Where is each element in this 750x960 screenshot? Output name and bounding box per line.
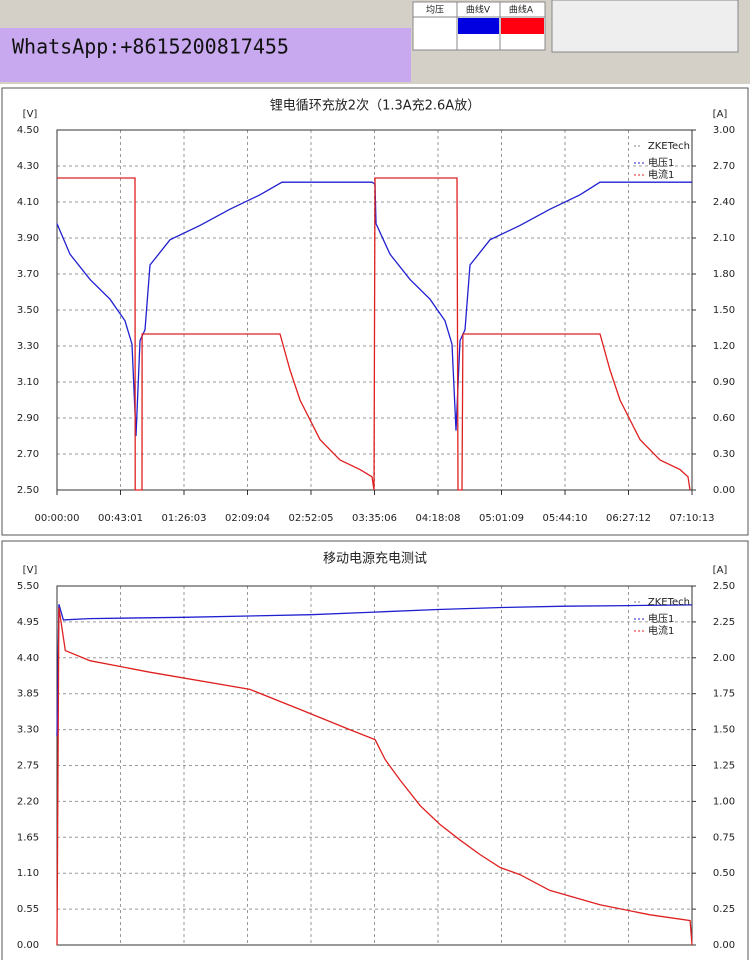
y2-tick-label: 1.50: [713, 305, 735, 316]
y2-axis-label: [A]: [713, 565, 728, 576]
y2-tick-label: 0.50: [713, 868, 735, 879]
y-tick-label: 4.95: [17, 617, 39, 628]
y2-tick-label: 0.25: [713, 904, 735, 915]
y-tick-label: 0.55: [17, 904, 39, 915]
y-tick-label: 4.40: [17, 653, 39, 664]
voltage-swatch: [458, 18, 499, 34]
y-tick-label: 3.10: [17, 377, 39, 388]
x-tick-label: 02:52:05: [289, 513, 334, 524]
y-tick-label: 3.50: [17, 305, 39, 316]
y2-tick-label: 2.50: [713, 581, 735, 592]
y-tick-label: 2.50: [17, 485, 39, 496]
y-tick-label: 4.30: [17, 161, 39, 172]
y-tick-label: 5.50: [17, 581, 39, 592]
y-tick-label: 4.50: [17, 125, 39, 136]
column-header: 均压: [426, 4, 444, 16]
y-tick-label: 3.90: [17, 233, 39, 244]
y-tick-label: 3.70: [17, 269, 39, 280]
x-tick-label: 05:01:09: [479, 513, 524, 524]
y2-tick-label: 3.00: [713, 125, 735, 136]
watermark-box: [0, 28, 411, 82]
y2-tick-label: 2.00: [713, 653, 735, 664]
legend-label: 电流1: [648, 624, 674, 637]
series-line: [56, 607, 693, 946]
y2-tick-label: 1.25: [713, 761, 735, 772]
x-tick-label: 05:44:10: [543, 513, 588, 524]
x-tick-label: 03:35:06: [352, 513, 397, 524]
y2-tick-label: 1.80: [713, 269, 735, 280]
chart-title: 移动电源充电测试: [323, 551, 427, 567]
y2-tick-label: 1.00: [713, 796, 735, 807]
y-axis-label: [V]: [23, 565, 38, 576]
watermark: WhatsApp:+8615200817455: [12, 35, 289, 59]
y-tick-label: 0.00: [17, 940, 39, 951]
x-tick-label: 01:26:03: [162, 513, 207, 524]
y2-tick-label: 1.75: [713, 689, 735, 700]
legend-label: 电压1: [648, 612, 674, 625]
y2-tick-label: 2.10: [713, 233, 735, 244]
y-tick-label: 3.30: [17, 725, 39, 736]
column-header: 曲线V: [466, 4, 491, 16]
x-tick-label: 07:10:13: [670, 513, 715, 524]
y-tick-label: 1.65: [17, 832, 39, 843]
y2-tick-label: 0.30: [713, 449, 735, 460]
legend-title: ZKETech: [648, 141, 690, 152]
y-tick-label: 3.85: [17, 689, 39, 700]
y2-tick-label: 0.90: [713, 377, 735, 388]
y2-tick-label: 2.70: [713, 161, 735, 172]
chart-title: 锂电循环充放2次（1.3A充2.6A放）: [270, 98, 480, 114]
y-tick-label: 1.10: [17, 868, 39, 879]
plot-border: [56, 585, 693, 946]
y2-tick-label: 2.25: [713, 617, 735, 628]
legend-label: 电压1: [648, 156, 674, 169]
y-axis-label: [V]: [23, 109, 38, 120]
y-tick-label: 3.30: [17, 341, 39, 352]
column-header: 曲线A: [509, 4, 534, 16]
y-tick-label: 2.70: [17, 449, 39, 460]
current-swatch: [501, 18, 544, 34]
y2-tick-label: 0.60: [713, 413, 735, 424]
y-tick-label: 4.10: [17, 197, 39, 208]
y2-tick-label: 2.40: [713, 197, 735, 208]
y2-tick-label: 1.50: [713, 725, 735, 736]
legend-label: 电流1: [648, 168, 674, 181]
x-tick-label: 04:18:08: [416, 513, 461, 524]
x-tick-label: 06:27:12: [606, 513, 651, 524]
y2-tick-label: 0.00: [713, 940, 735, 951]
side-panel: [551, 0, 739, 53]
y-tick-label: 2.75: [17, 761, 39, 772]
y2-tick-label: 0.00: [713, 485, 735, 496]
legend-title: ZKETech: [648, 597, 690, 608]
x-tick-label: 02:09:04: [225, 513, 270, 524]
x-tick-label: 00:43:01: [98, 513, 143, 524]
y-tick-label: 2.90: [17, 413, 39, 424]
y2-tick-label: 1.20: [713, 341, 735, 352]
series-line: [56, 604, 693, 737]
x-tick-label: 00:00:00: [35, 513, 80, 524]
y2-tick-label: 0.75: [713, 832, 735, 843]
series-line: [57, 177, 691, 491]
y2-axis-label: [A]: [713, 109, 728, 120]
y-tick-label: 2.20: [17, 796, 39, 807]
